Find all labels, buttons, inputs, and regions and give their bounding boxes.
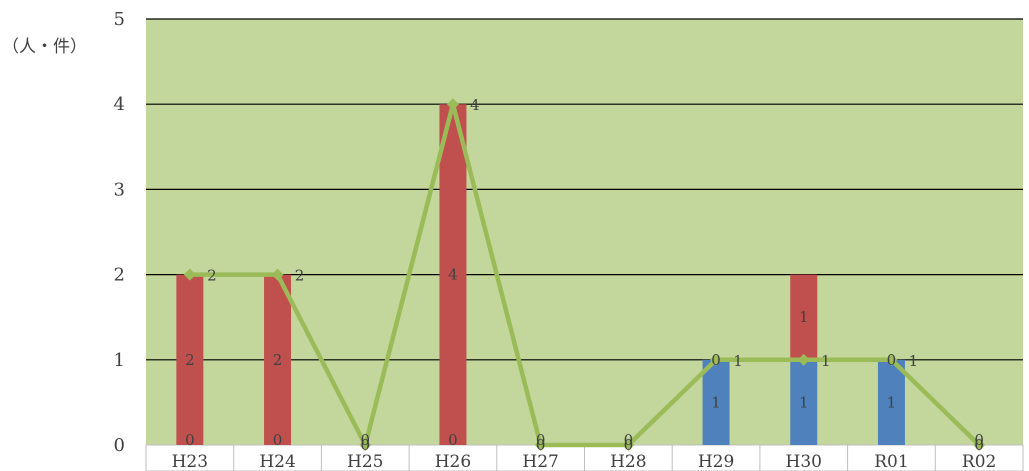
line-point <box>359 439 372 451</box>
data-label: 1 <box>799 308 809 326</box>
data-label: 0 <box>536 436 546 454</box>
line-point <box>622 439 635 451</box>
line-point <box>271 268 284 281</box>
line-point <box>973 439 986 451</box>
data-label: 0 <box>360 431 370 449</box>
bar <box>176 274 204 445</box>
plot-background <box>146 19 1023 445</box>
y-tick-label: 5 <box>114 9 125 30</box>
data-label: 1 <box>799 393 809 411</box>
bar <box>439 104 467 445</box>
data-label: 1 <box>909 352 919 370</box>
line-point <box>710 353 723 366</box>
data-label: 0 <box>448 431 458 449</box>
x-axis-categories: H23 H24 H25 H26 H27 H28 H29 H30 R01 R02 <box>172 452 997 471</box>
bar-series <box>176 104 905 445</box>
data-label: 4 <box>448 266 458 284</box>
y-tick-label: 0 <box>114 435 125 456</box>
data-label: 2 <box>207 267 217 285</box>
data-label: 2 <box>185 351 195 369</box>
x-category-label: R01 <box>874 452 908 471</box>
data-label: 1 <box>821 352 831 370</box>
data-label: 4 <box>470 96 480 114</box>
y-axis-ticks: 0 1 2 3 4 5 <box>114 9 125 456</box>
x-category-label: H25 <box>347 452 383 471</box>
data-label: 1 <box>887 393 897 411</box>
bar <box>790 274 818 360</box>
data-label: 2 <box>273 351 283 369</box>
y-tick-label: 3 <box>114 179 125 200</box>
category-separators <box>233 445 936 471</box>
y-unit-label: （人・件） <box>2 37 87 57</box>
bar <box>877 359 905 445</box>
data-label: 0 <box>974 436 984 454</box>
line-series <box>183 98 986 451</box>
data-label: 0 <box>360 436 370 454</box>
y-tick-label: 4 <box>114 94 125 115</box>
data-label: 1 <box>711 393 721 411</box>
line-point <box>183 268 196 281</box>
bar <box>702 359 730 445</box>
data-label: 0 <box>185 431 195 449</box>
data-label: 0 <box>273 431 283 449</box>
data-label: 2 <box>295 267 305 285</box>
y-tick-label: 2 <box>114 265 125 286</box>
x-category-label: H27 <box>522 452 558 471</box>
data-label: 0 <box>711 351 721 369</box>
x-category-label: H23 <box>172 452 208 471</box>
line-path <box>187 101 982 448</box>
line-point <box>534 439 547 451</box>
data-label: 0 <box>974 431 984 449</box>
data-label: 0 <box>887 351 897 369</box>
line-point <box>885 353 898 366</box>
x-category-label: H29 <box>698 452 734 471</box>
x-category-label: H30 <box>786 452 822 471</box>
bar <box>790 359 818 445</box>
data-label: 1 <box>733 352 743 370</box>
line-point <box>446 98 459 111</box>
data-label: 0 <box>624 436 634 454</box>
data-label: 0 <box>536 431 546 449</box>
data-label: 0 <box>624 431 634 449</box>
x-category-label: H26 <box>435 452 471 471</box>
x-category-label: H28 <box>610 452 646 471</box>
x-category-label: H24 <box>259 452 295 471</box>
line-point <box>797 353 810 366</box>
bar <box>264 274 292 445</box>
y-tick-label: 1 <box>114 350 125 371</box>
x-category-label: R02 <box>962 452 996 471</box>
